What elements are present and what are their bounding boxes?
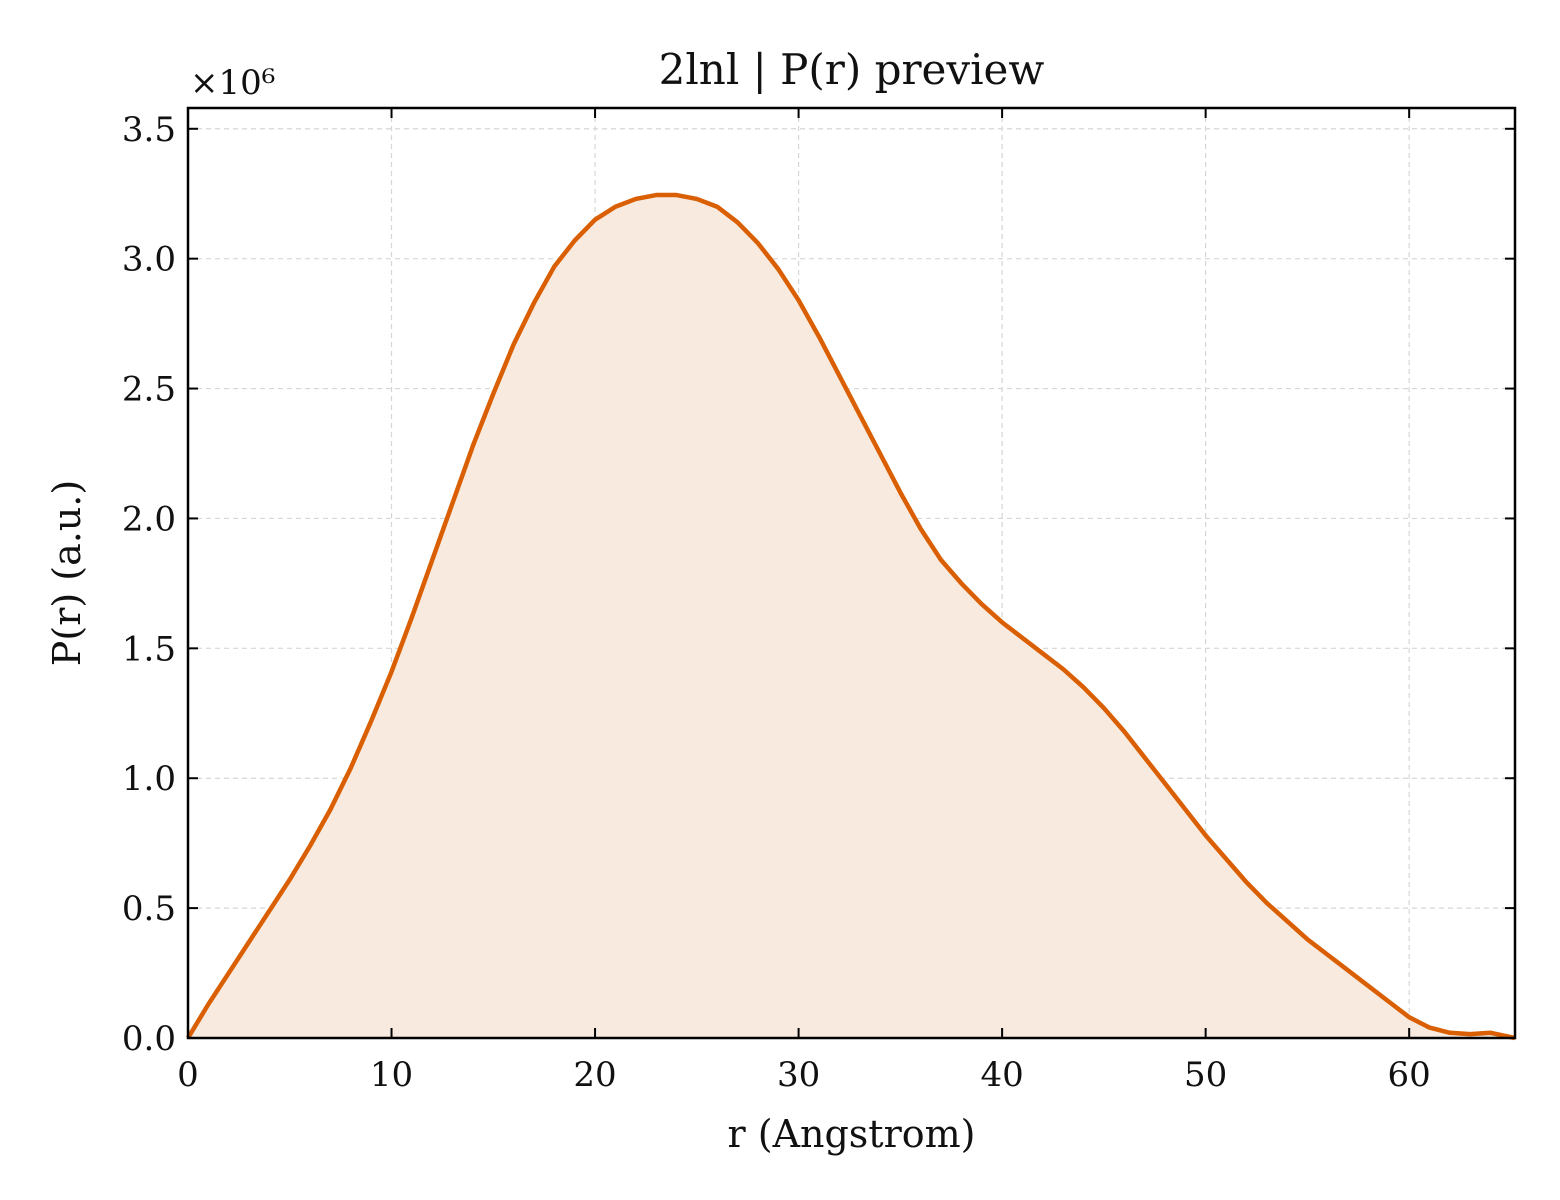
x-tick-label: 50 (1184, 1055, 1227, 1095)
y-tick-label: 2.0 (122, 499, 176, 539)
y-axis-multiplier: ×10⁶ (190, 63, 275, 103)
y-tick-label: 3.0 (122, 240, 176, 280)
y-axis-ticks: 0.0 0.5 1.0 1.5 2.0 2.5 3.0 3.5 (122, 110, 1515, 1059)
pr-area-fill (188, 195, 1515, 1038)
x-tick-label: 60 (1388, 1055, 1431, 1095)
y-axis-label: P(r) (a.u.) (45, 480, 89, 666)
pr-series-line (186, 192, 1516, 1041)
x-axis-ticks: 0 10 20 30 40 50 60 (177, 108, 1431, 1095)
x-axis-label: r (Angstrom) (728, 1112, 976, 1156)
x-tick-label: 30 (777, 1055, 820, 1095)
y-tick-label: 0.5 (122, 889, 176, 929)
x-tick-label: 10 (370, 1055, 413, 1095)
x-tick-label: 0 (177, 1055, 199, 1095)
y-tick-label: 1.0 (122, 759, 176, 799)
y-tick-label: 1.5 (122, 629, 176, 669)
y-tick-label: 2.5 (122, 370, 176, 410)
y-tick-label: 0.0 (122, 1019, 176, 1059)
x-tick-label: 20 (573, 1055, 616, 1095)
y-tick-label: 3.5 (122, 110, 176, 150)
x-tick-label: 40 (980, 1055, 1023, 1095)
chart-title: 2lnl | P(r) preview (659, 45, 1045, 94)
plot-frame (186, 106, 1517, 1040)
